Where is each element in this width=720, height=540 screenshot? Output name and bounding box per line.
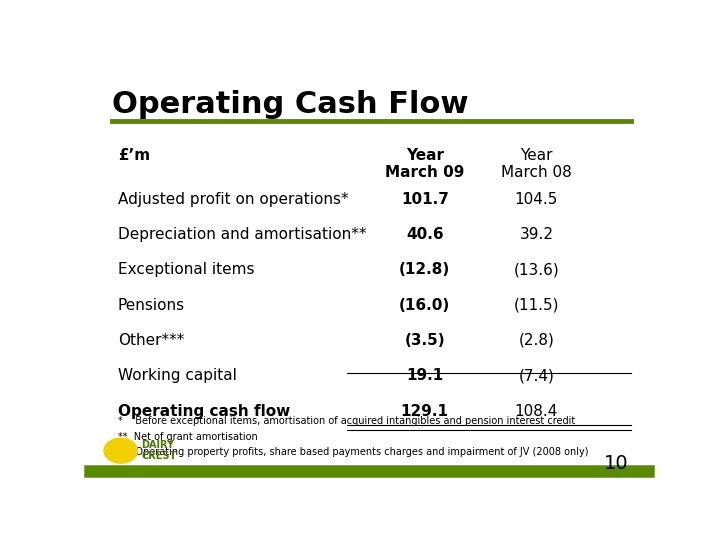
- Text: *    Before exceptional items, amortisation of acquired intangibles and pension : * Before exceptional items, amortisation…: [118, 416, 575, 426]
- Text: (7.4): (7.4): [518, 368, 554, 383]
- Text: Year
March 08: Year March 08: [501, 148, 572, 180]
- Text: 19.1: 19.1: [406, 368, 444, 383]
- Text: Other***: Other***: [118, 333, 184, 348]
- Text: 39.2: 39.2: [519, 227, 554, 242]
- Text: (3.5): (3.5): [405, 333, 445, 348]
- Text: Operating cash flow: Operating cash flow: [118, 404, 290, 418]
- Text: Pensions: Pensions: [118, 298, 185, 313]
- Text: (11.5): (11.5): [513, 298, 559, 313]
- Circle shape: [104, 438, 138, 463]
- Text: 10: 10: [604, 454, 629, 472]
- Text: DAIRY: DAIRY: [141, 440, 174, 450]
- Text: Year
March 09: Year March 09: [385, 148, 464, 180]
- Text: (2.8): (2.8): [518, 333, 554, 348]
- Text: Adjusted profit on operations*: Adjusted profit on operations*: [118, 192, 348, 207]
- Text: *** Operating property profits, share based payments charges and impairment of J: *** Operating property profits, share ba…: [118, 447, 588, 457]
- Text: CREST: CREST: [141, 451, 176, 461]
- Text: 129.1: 129.1: [401, 404, 449, 418]
- Text: (16.0): (16.0): [399, 298, 451, 313]
- Text: 101.7: 101.7: [401, 192, 449, 207]
- Text: (13.6): (13.6): [513, 262, 559, 278]
- Text: Exceptional items: Exceptional items: [118, 262, 254, 278]
- Text: 104.5: 104.5: [515, 192, 558, 207]
- Text: Operating Cash Flow: Operating Cash Flow: [112, 90, 469, 119]
- Text: 108.4: 108.4: [515, 404, 558, 418]
- Text: **  Net of grant amortisation: ** Net of grant amortisation: [118, 431, 258, 442]
- Text: Working capital: Working capital: [118, 368, 237, 383]
- Text: (12.8): (12.8): [399, 262, 451, 278]
- Text: 40.6: 40.6: [406, 227, 444, 242]
- Text: £’m: £’m: [118, 148, 150, 163]
- Text: Depreciation and amortisation**: Depreciation and amortisation**: [118, 227, 366, 242]
